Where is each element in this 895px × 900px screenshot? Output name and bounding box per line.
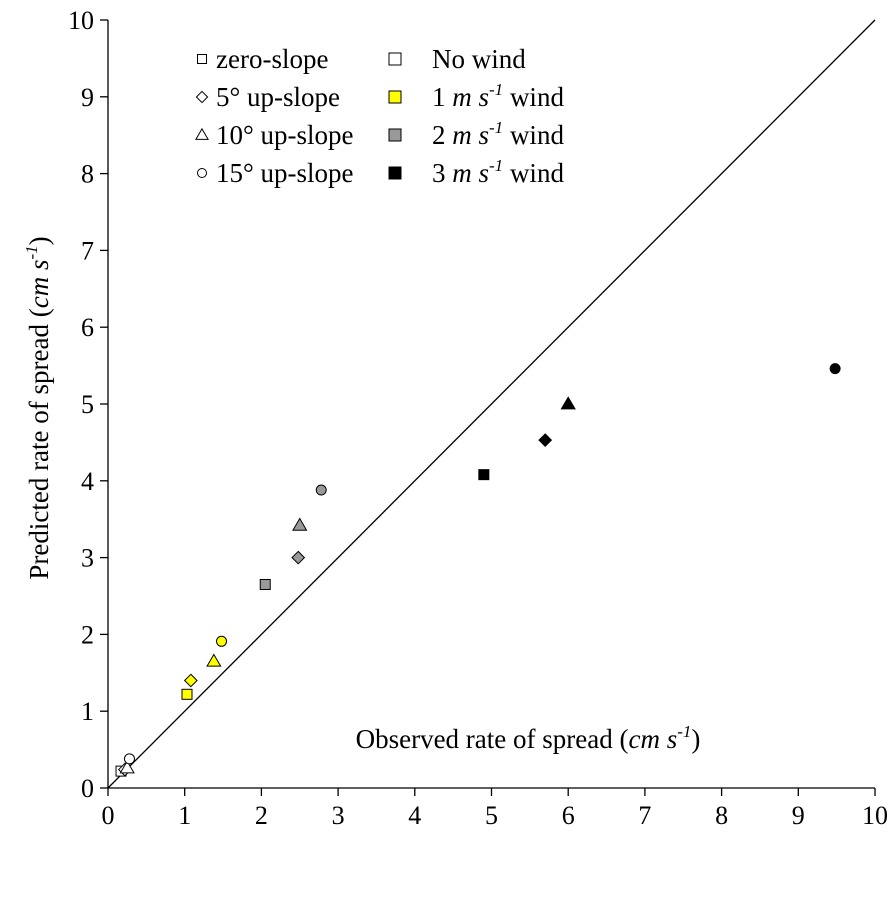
data-point-square xyxy=(478,469,490,481)
x-tick-label: 6 xyxy=(562,801,575,830)
x-tick-label: 0 xyxy=(102,801,115,830)
y-tick-label: 6 xyxy=(81,313,94,342)
y-axis-title: Predicted rate of spread (cm s-1) xyxy=(22,236,54,579)
legend-label: 15° up-slope xyxy=(216,158,354,188)
y-tick-label: 0 xyxy=(81,774,94,803)
legend-wind-label: No wind xyxy=(432,44,526,74)
legend-marker-circle xyxy=(197,168,207,178)
legend-label: 10° up-slope xyxy=(216,120,354,150)
data-point-square xyxy=(181,688,193,700)
y-tick-label: 10 xyxy=(68,6,94,35)
one-to-one-line xyxy=(107,19,876,789)
y-tick-label: 1 xyxy=(81,697,94,726)
legend-wind-swatch xyxy=(388,90,402,104)
legend-wind-label: 1 m s-1 wind xyxy=(432,80,564,112)
x-tick-label: 4 xyxy=(408,801,421,830)
legend-wind-swatch xyxy=(388,52,402,66)
legend-label: 5° up-slope xyxy=(216,82,340,112)
x-tick-label: 7 xyxy=(638,801,651,830)
reference-line-group xyxy=(107,19,876,789)
data-point-triangle xyxy=(292,517,308,531)
y-tick-label: 8 xyxy=(81,160,94,189)
y-tick-label: 4 xyxy=(81,467,94,496)
x-tick-label: 8 xyxy=(715,801,728,830)
legend-wind-label: 2 m s-1 wind xyxy=(432,118,564,150)
y-tick-label: 2 xyxy=(81,620,94,649)
legend-wind-swatch xyxy=(388,128,402,142)
legend-marker-triangle xyxy=(195,127,209,140)
legend: zero-slope 5° up-slope 10° up-slope 15° up-… xyxy=(195,44,564,188)
x-tick-label: 5 xyxy=(485,801,498,830)
y-tick-label: 9 xyxy=(81,83,94,112)
x-tick-label: 3 xyxy=(332,801,345,830)
x-tick-label: 10 xyxy=(862,801,888,830)
x-tick-label: 1 xyxy=(178,801,191,830)
data-point-diamond xyxy=(538,433,553,448)
data-point-circle xyxy=(829,363,841,375)
legend-wind-swatch xyxy=(388,166,402,180)
data-point-diamond xyxy=(183,673,198,688)
x-tick-label: 2 xyxy=(255,801,268,830)
data-point-circle xyxy=(315,484,327,496)
legend-wind-label: 3 m s-1 wind xyxy=(432,156,564,188)
legend-marker-diamond xyxy=(195,90,209,104)
x-tick-label: 9 xyxy=(792,801,805,830)
data-point-triangle xyxy=(206,653,222,667)
y-tick-label: 7 xyxy=(81,236,94,265)
data-point-diamond xyxy=(291,550,306,565)
y-tick-label: 5 xyxy=(81,390,94,419)
y-tick-label: 3 xyxy=(81,544,94,573)
data-point-circle xyxy=(216,635,228,647)
axes: 0 1 2 3 4 5 6 7 8 9 10 0 1 2 3 4 5 6 7 8 9 10 xyxy=(68,6,888,830)
data-point-triangle xyxy=(560,396,576,410)
x-axis-title: Observed rate of spread (cm s-1) xyxy=(356,722,701,754)
legend-marker-square xyxy=(197,54,207,64)
data-point-square xyxy=(259,578,271,590)
data-points xyxy=(115,363,841,777)
data-point-triangle xyxy=(119,760,135,774)
legend-label: zero-slope xyxy=(216,44,328,74)
data-point-circle xyxy=(123,753,135,765)
